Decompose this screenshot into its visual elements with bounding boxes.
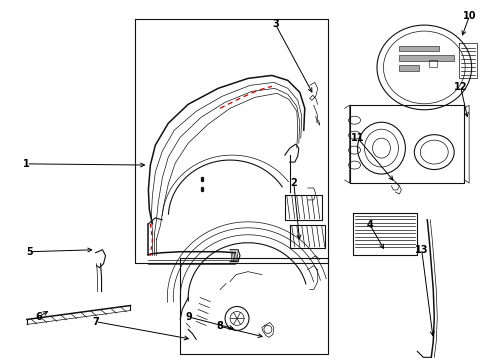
Text: 5: 5 (26, 247, 33, 257)
Bar (399, 45, 439, 51)
Text: 7: 7 (92, 317, 99, 327)
Bar (399, 55, 454, 62)
Text: 9: 9 (186, 312, 192, 322)
Text: 6: 6 (35, 312, 42, 322)
Text: 10: 10 (463, 11, 476, 21)
Text: 1: 1 (23, 159, 30, 169)
Bar (429, 60, 437, 67)
Bar (399, 66, 419, 71)
Text: 11: 11 (350, 133, 364, 143)
Text: 8: 8 (216, 321, 223, 331)
Text: 13: 13 (415, 245, 428, 255)
Text: 4: 4 (367, 220, 373, 230)
Text: 12: 12 (454, 82, 467, 93)
Text: 2: 2 (291, 178, 297, 188)
Text: 3: 3 (272, 19, 279, 29)
